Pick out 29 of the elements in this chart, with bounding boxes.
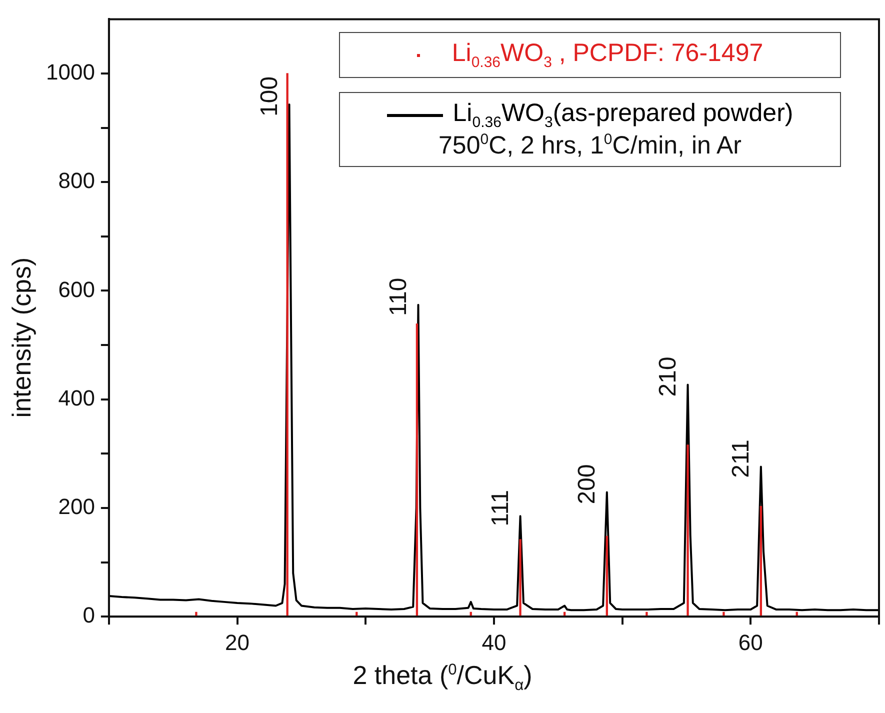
legend-label: Li$_{0.36}$WO$_{3}$ , PCPDF: 76-1497 bbox=[452, 39, 764, 71]
legend-label: Li$_{0.36}$WO$_{3}$(as-prepared powder) bbox=[452, 99, 794, 131]
annotation: 211 bbox=[728, 440, 755, 478]
x-tick-label: 40 bbox=[482, 630, 506, 655]
y-tick-label: 1000 bbox=[46, 60, 95, 85]
annotation: 210 bbox=[654, 356, 682, 397]
bar bbox=[686, 444, 689, 616]
x-axis-title: 2 theta ($^{0}$/CuK$_{α}$) bbox=[352, 660, 534, 696]
y-tick-label: 0 bbox=[82, 602, 95, 628]
annotation: 750$^{0}$C, 2 hrs, 1$^{0}$C/min, in Ar bbox=[438, 131, 742, 160]
annotation: 110 bbox=[384, 278, 412, 316]
bar bbox=[722, 612, 725, 616]
annotation: 200 bbox=[574, 464, 601, 504]
y-tick-label: 800 bbox=[58, 168, 95, 194]
y-tick-label: 400 bbox=[58, 385, 95, 410]
bar bbox=[519, 539, 522, 616]
bar bbox=[416, 324, 418, 616]
annotation: 100 bbox=[256, 76, 283, 116]
y-tick-label: 600 bbox=[58, 276, 95, 302]
x-tick-label: 20 bbox=[225, 630, 250, 655]
bar bbox=[286, 73, 288, 616]
y-tick-label: 200 bbox=[58, 494, 95, 520]
bar bbox=[760, 506, 762, 616]
bar bbox=[606, 536, 608, 616]
bar bbox=[195, 612, 198, 616]
y-axis-title: intensity (cps) bbox=[6, 256, 38, 420]
annotation: 111 bbox=[486, 490, 514, 526]
bar bbox=[646, 612, 648, 616]
x-tick-label: 60 bbox=[738, 630, 763, 655]
